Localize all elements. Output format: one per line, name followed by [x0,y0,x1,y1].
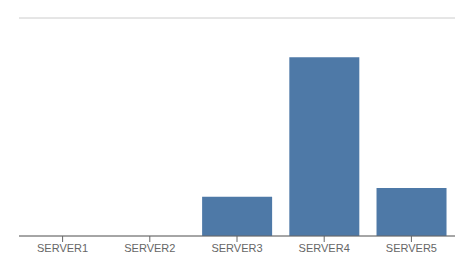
svg-text:SERVER1: SERVER1 [37,242,88,254]
svg-text:SERVER2: SERVER2 [124,242,175,254]
svg-text:SERVER3: SERVER3 [211,242,262,254]
svg-text:SERVER4: SERVER4 [299,242,350,254]
svg-text:SERVER5: SERVER5 [386,242,437,254]
